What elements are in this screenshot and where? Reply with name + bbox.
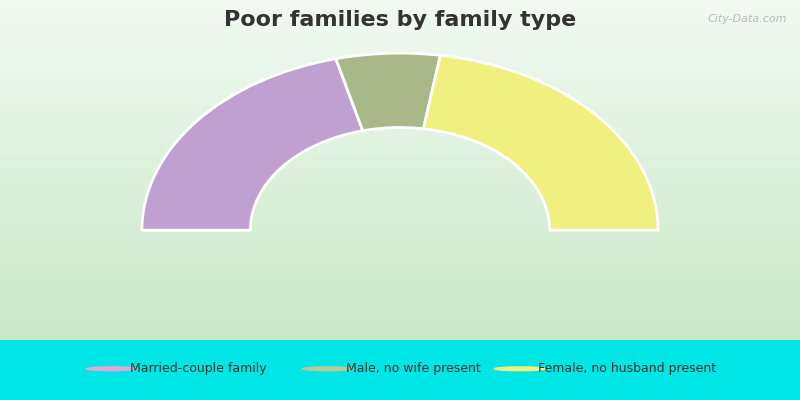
Wedge shape	[423, 55, 658, 230]
Circle shape	[302, 367, 354, 371]
Circle shape	[86, 367, 138, 371]
Text: Married-couple family: Married-couple family	[130, 362, 266, 375]
Text: Poor families by family type: Poor families by family type	[224, 10, 576, 30]
Wedge shape	[142, 59, 362, 230]
Text: City-Data.com: City-Data.com	[707, 14, 787, 24]
Wedge shape	[336, 53, 440, 131]
Circle shape	[494, 367, 546, 371]
Text: Female, no husband present: Female, no husband present	[538, 362, 716, 375]
Text: Male, no wife present: Male, no wife present	[346, 362, 480, 375]
